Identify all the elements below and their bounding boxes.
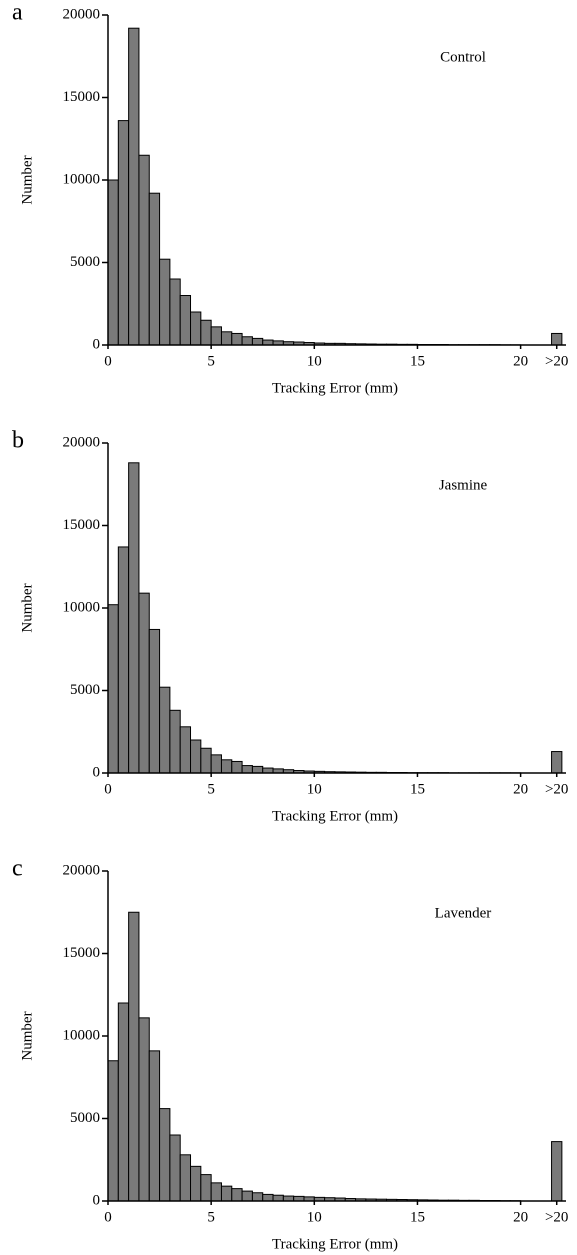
bar [138, 1017, 150, 1202]
bar [107, 1060, 119, 1202]
bar [241, 765, 253, 774]
bar [117, 1002, 130, 1202]
bar [241, 1190, 253, 1202]
y-tick-label: 0 [93, 1192, 101, 1208]
panel-title: Control [440, 49, 486, 65]
bar [251, 1192, 264, 1202]
bar [210, 326, 222, 346]
bar [107, 179, 119, 346]
bar [220, 759, 233, 774]
x-tick-label: 0 [104, 1209, 112, 1225]
bar [169, 278, 181, 346]
bar [210, 1182, 222, 1202]
x-tick-label: >20 [545, 781, 568, 797]
bar [200, 747, 212, 774]
bar [148, 628, 161, 774]
x-tick-label: 5 [207, 1209, 215, 1225]
bar [220, 331, 233, 346]
y-axis-label: Number [19, 1011, 35, 1060]
bar [262, 1193, 274, 1202]
y-tick-label: 10000 [63, 1027, 101, 1043]
bar [241, 336, 253, 346]
bar [169, 1134, 181, 1202]
bar [148, 192, 161, 346]
bar [179, 295, 192, 346]
bar [159, 1108, 171, 1202]
panel-letter: c [12, 856, 23, 882]
y-tick-label: 15000 [63, 89, 101, 105]
x-tick-label: 10 [307, 781, 322, 797]
x-tick-label: 20 [513, 1209, 528, 1225]
y-axis-label: Number [19, 155, 35, 204]
bar [210, 754, 222, 774]
y-tick-label: 20000 [63, 434, 101, 450]
panel-letter: a [12, 0, 23, 26]
y-tick-label: 15000 [63, 945, 101, 961]
bar [272, 1194, 284, 1202]
x-tick-label: 20 [513, 781, 528, 797]
y-tick-label: 5000 [70, 682, 100, 698]
bar [148, 1050, 161, 1202]
bar [107, 604, 119, 774]
bar [231, 332, 243, 346]
bar [138, 592, 150, 774]
bar [179, 1154, 192, 1202]
x-tick-label: 10 [307, 1209, 322, 1225]
x-tick-label: 0 [104, 353, 112, 369]
bar [117, 546, 130, 774]
bar [190, 311, 202, 346]
x-tick-label: 5 [207, 781, 215, 797]
bar [231, 760, 243, 774]
y-tick-label: 0 [93, 336, 101, 352]
bar [200, 319, 212, 346]
bar [128, 27, 140, 346]
panel-title: Jasmine [439, 477, 488, 493]
y-tick-label: 20000 [63, 6, 101, 22]
y-tick-label: 0 [93, 764, 101, 780]
bar [138, 154, 150, 346]
x-axis-label: Tracking Error (mm) [272, 380, 398, 396]
x-tick-label: 15 [410, 353, 425, 369]
y-tick-label: 10000 [63, 599, 101, 615]
x-tick-label: 15 [410, 781, 425, 797]
x-tick-label: 0 [104, 781, 112, 797]
x-tick-label: 20 [513, 353, 528, 369]
bar [251, 337, 264, 346]
x-axis-label: Tracking Error (mm) [272, 808, 398, 824]
y-tick-label: 5000 [70, 1110, 100, 1126]
bar [190, 739, 202, 774]
bar [200, 1174, 212, 1202]
bar [220, 1185, 233, 1202]
panel-letter: b [12, 428, 24, 454]
y-tick-label: 15000 [63, 517, 101, 533]
bar [169, 709, 181, 774]
bar [231, 1188, 243, 1202]
x-tick-label: 5 [207, 353, 215, 369]
x-tick-label: >20 [545, 1209, 568, 1225]
bar [190, 1165, 202, 1202]
y-tick-label: 20000 [63, 862, 101, 878]
y-axis-label: Number [19, 583, 35, 632]
bar [128, 911, 140, 1202]
x-tick-label: 15 [410, 1209, 425, 1225]
y-tick-label: 5000 [70, 254, 100, 270]
panel-title: Lavender [435, 905, 492, 921]
bar [551, 332, 563, 346]
x-axis-label: Tracking Error (mm) [272, 1236, 398, 1252]
bar [179, 726, 192, 774]
bar [128, 462, 140, 774]
bar [251, 765, 264, 774]
bar [117, 120, 130, 346]
bar [159, 258, 171, 346]
bar [551, 751, 563, 774]
x-tick-label: 10 [307, 353, 322, 369]
bar [551, 1141, 563, 1202]
y-tick-label: 10000 [63, 171, 101, 187]
x-tick-label: >20 [545, 353, 568, 369]
bar [159, 686, 171, 774]
